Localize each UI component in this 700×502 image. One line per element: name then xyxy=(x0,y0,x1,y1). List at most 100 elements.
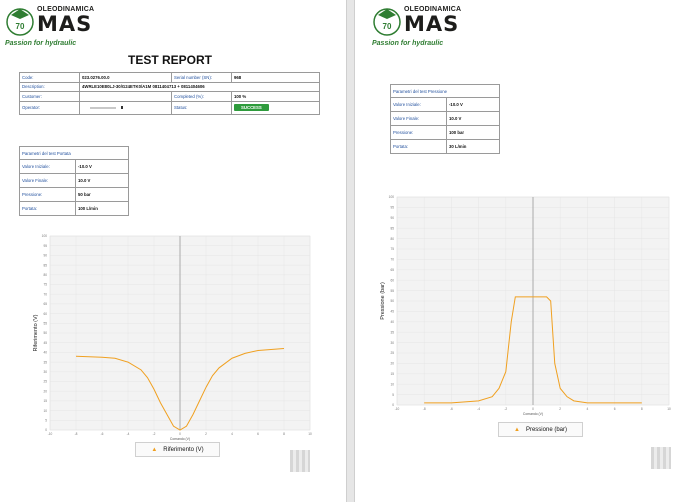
x-tick-label: 2 xyxy=(559,407,561,411)
y-tick-label: 0 xyxy=(392,403,394,407)
x-tick-label: -10 xyxy=(395,407,400,411)
y-tick-label: 55 xyxy=(43,322,47,326)
legend-marker-icon: ▲ xyxy=(151,446,158,453)
customer-value xyxy=(79,91,172,102)
y-tick-label: 90 xyxy=(43,254,47,258)
description-label: Description: xyxy=(19,81,80,92)
y-tick-label: 75 xyxy=(43,283,47,287)
anniversary-badge-icon: 70 xyxy=(6,8,34,36)
badge-number: 70 xyxy=(383,22,392,31)
y-tick-label: 60 xyxy=(390,278,394,282)
y-tick-label: 90 xyxy=(390,216,394,220)
company-logo: 70 OLEODINAMICA MAS Passion for hydrauli… xyxy=(372,5,482,49)
operator-redacted-mark xyxy=(121,106,124,110)
x-tick-label: 10 xyxy=(667,407,671,411)
legend-label: Riferimento (V) xyxy=(163,446,204,453)
x-tick-label: -4 xyxy=(477,407,480,411)
y-tick-label: 30 xyxy=(43,370,47,374)
param-value: 50 bar xyxy=(75,187,129,202)
param-value: -10.0 V xyxy=(446,97,500,112)
y-tick-label: 100 xyxy=(389,195,395,199)
operator-label: Operator: xyxy=(19,100,80,115)
param-label: Valore Iniziale: xyxy=(19,159,76,174)
param-label: Valore Iniziale: xyxy=(390,97,447,112)
x-tick-label: 0 xyxy=(179,432,181,436)
y-tick-label: 35 xyxy=(390,330,394,334)
x-tick-label: 8 xyxy=(283,432,285,436)
y-tick-label: 30 xyxy=(390,341,394,345)
x-tick-label: -4 xyxy=(127,432,130,436)
completed-value: 100 % xyxy=(231,91,320,102)
params-header: Parametri del test Pressione xyxy=(390,84,500,98)
y-tick-label: 25 xyxy=(43,380,47,384)
y-tick-label: 15 xyxy=(390,372,394,376)
x-tick-label: 0 xyxy=(532,407,534,411)
y-tick-label: 20 xyxy=(43,389,47,393)
y-tick-label: 65 xyxy=(43,302,47,306)
x-tick-label: -2 xyxy=(504,407,507,411)
x-tick-label: 2 xyxy=(205,432,207,436)
report-page-left: 70 OLEODINAMICA MAS Passion for hydrauli… xyxy=(0,0,346,502)
x-tick-label: -2 xyxy=(153,432,156,436)
operator-value xyxy=(79,100,172,115)
status-badge: SUCCESS xyxy=(234,104,269,111)
y-tick-label: 55 xyxy=(390,289,394,293)
company-logo: 70 OLEODINAMICA MAS Passion for hydrauli… xyxy=(5,5,115,49)
y-tick-label: 45 xyxy=(43,341,47,345)
customer-label: Customer: xyxy=(19,91,80,102)
operator-redacted-text xyxy=(90,106,116,109)
params-header: Parametri del test Portata xyxy=(19,146,129,160)
y-tick-label: 25 xyxy=(390,351,394,355)
y-tick-label: 100 xyxy=(42,234,48,238)
param-label: Pressione: xyxy=(19,187,76,202)
y-tick-label: 10 xyxy=(390,382,394,386)
x-tick-label: -6 xyxy=(101,432,104,436)
redacted-signature xyxy=(290,450,310,472)
brand-top-text: OLEODINAMICA xyxy=(37,6,95,13)
y-tick-label: 45 xyxy=(390,310,394,314)
y-tick-label: 75 xyxy=(390,247,394,251)
y-tick-label: 5 xyxy=(45,419,47,423)
y-axis-label: Riferimento (V) xyxy=(33,314,39,351)
x-tick-label: -8 xyxy=(75,432,78,436)
chart-legend-pressione: ▲ Pressione (bar) xyxy=(498,422,583,437)
x-tick-label: -10 xyxy=(48,432,53,436)
y-tick-label: 80 xyxy=(43,273,47,277)
badge-number: 70 xyxy=(16,22,25,31)
status-label: Status: xyxy=(171,100,232,115)
y-tick-label: 50 xyxy=(390,299,394,303)
x-tick-label: 4 xyxy=(231,432,233,436)
completed-label: Completed (%): xyxy=(171,91,232,102)
y-tick-label: 20 xyxy=(390,362,394,366)
legend-label: Pressione (bar) xyxy=(525,426,567,433)
param-label: Portata: xyxy=(19,201,76,216)
y-tick-label: 85 xyxy=(390,226,394,230)
chart-pressione: 0510152025303540455055606570758085909510… xyxy=(380,195,671,416)
param-value: 10.0 V xyxy=(446,111,500,126)
y-tick-label: 50 xyxy=(43,331,47,335)
param-value: 10.0 V xyxy=(75,173,129,188)
param-label: Portata: xyxy=(390,139,447,154)
code-label: Code: xyxy=(19,72,80,83)
y-tick-label: 95 xyxy=(43,244,47,248)
legend-marker-icon: ▲ xyxy=(514,426,520,433)
params-table-pressione: Parametri del test Pressione Valore Iniz… xyxy=(390,84,500,154)
anniversary-badge-icon: 70 xyxy=(373,8,401,36)
code-value: 023.0276.00.0 xyxy=(79,72,172,83)
serial-label: Serial number (SN): xyxy=(171,72,232,83)
y-tick-label: 60 xyxy=(43,312,47,316)
y-axis-label: Pressione (bar) xyxy=(380,282,386,320)
brand-top-text: OLEODINAMICA xyxy=(404,6,462,13)
x-axis-label: Comando (V) xyxy=(170,437,190,441)
series-line xyxy=(424,296,642,404)
x-tick-label: 10 xyxy=(308,432,312,436)
page-gutter xyxy=(346,0,355,502)
brand-main-text: MAS xyxy=(37,12,93,36)
brand-slogan: Passion for hydraulic xyxy=(372,40,444,47)
param-label: Valore Finale: xyxy=(19,173,76,188)
y-tick-label: 10 xyxy=(43,409,47,413)
y-tick-label: 5 xyxy=(392,393,394,397)
param-value: 100 L/min xyxy=(75,201,129,216)
y-tick-label: 0 xyxy=(45,428,47,432)
param-label: Valore Finale: xyxy=(390,111,447,126)
